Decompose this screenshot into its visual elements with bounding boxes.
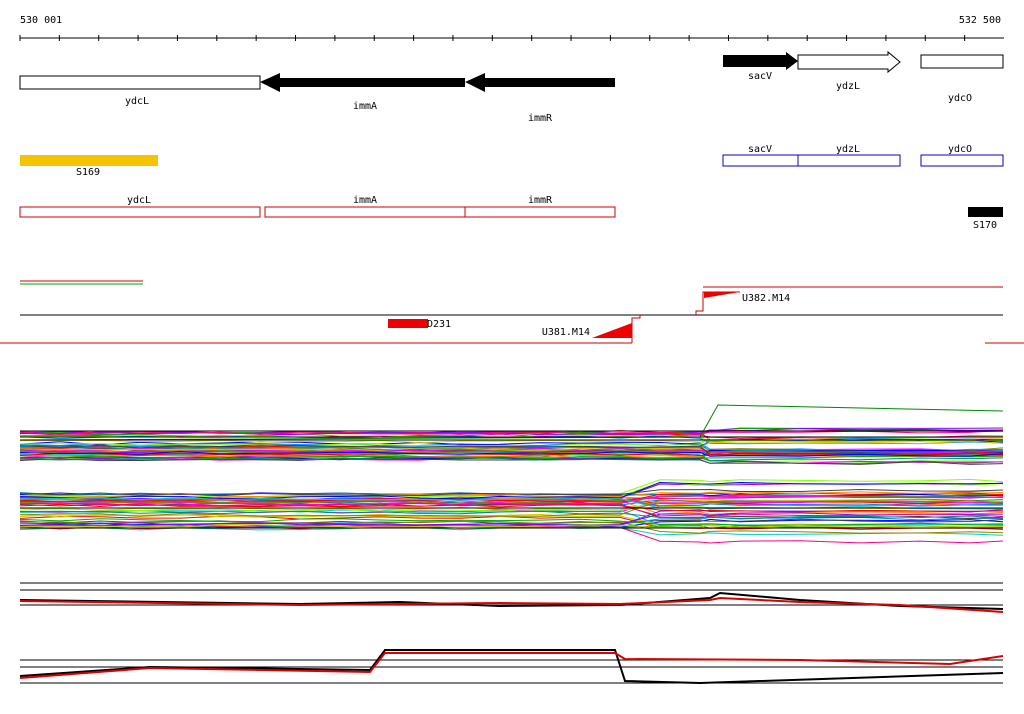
expression-line: [19, 498, 1004, 505]
expression-line: [19, 503, 1004, 513]
expression-line: [19, 652, 1004, 679]
feature-box: [19, 206, 261, 218]
expression-line: [19, 502, 1004, 517]
expression-line: [19, 509, 1004, 527]
expression-line: [19, 488, 1004, 497]
expression-line: [19, 451, 1004, 457]
feature-box: [464, 206, 616, 218]
segment: [968, 207, 1003, 217]
expression-line: [19, 596, 1004, 613]
gene: [260, 73, 465, 92]
expression-line: [19, 512, 1004, 526]
expression-line: [19, 510, 1004, 520]
transcript-label: U381.M14: [542, 327, 590, 338]
expression-line: [19, 520, 1004, 534]
gene-label: immR: [528, 113, 553, 124]
expression-line: [19, 481, 1004, 500]
expression-line: [19, 591, 1004, 610]
transcript-mark: [592, 323, 632, 338]
expression-line: [19, 513, 1004, 527]
gene-label: ydcO: [948, 93, 972, 104]
feature-box: [264, 206, 466, 218]
gene: [723, 52, 798, 70]
ruler-end: 532 500: [959, 15, 1001, 26]
gene: [920, 54, 1004, 69]
expression-line: [19, 495, 1004, 506]
gene-label: sacV: [748, 71, 772, 82]
expression-line: [19, 455, 1004, 460]
expression-line: [19, 499, 1004, 517]
transcript-mark: [388, 319, 428, 328]
expression-tracks: [19, 404, 1004, 685]
expression-line: [19, 440, 1004, 452]
expression-line: [19, 524, 1004, 529]
transcript-label: U382.M14: [742, 293, 790, 304]
feature-label: immA: [353, 195, 377, 206]
ruler: 530 001 532 500: [19, 15, 1004, 41]
expression-line: [19, 496, 1004, 507]
expression-line: [19, 404, 1004, 441]
transcript-mark: [704, 292, 740, 298]
expression-line: [19, 444, 1004, 455]
feature-box: [797, 154, 901, 167]
gene: [465, 73, 615, 92]
feature-label: immR: [528, 195, 553, 206]
segment-label: S169: [76, 167, 100, 178]
segment: [20, 155, 158, 166]
expression-line: [19, 457, 1004, 465]
gene: [19, 75, 261, 90]
gene-label: immA: [353, 101, 377, 112]
gene: [797, 50, 901, 74]
expression-line: [19, 649, 1004, 685]
ruler-start: 530 001: [20, 15, 62, 26]
gene-label: ydcL: [125, 96, 149, 107]
feature-label: ydcL: [127, 195, 151, 206]
expression-line: [19, 429, 1004, 435]
feature-label: sacV: [748, 144, 772, 155]
segment-label: S170: [973, 220, 997, 231]
expression-line: [19, 452, 1004, 457]
gene-label: ydzL: [836, 81, 860, 92]
step-line: [631, 315, 641, 343]
transcript-label: D231: [427, 319, 451, 330]
feature-label: ydcO: [948, 144, 972, 155]
expression-line: [19, 450, 1004, 457]
feature-box: [722, 154, 799, 167]
expression-line: [19, 524, 1004, 529]
feature-label: ydzL: [836, 144, 860, 155]
feature-box: [920, 154, 1004, 167]
